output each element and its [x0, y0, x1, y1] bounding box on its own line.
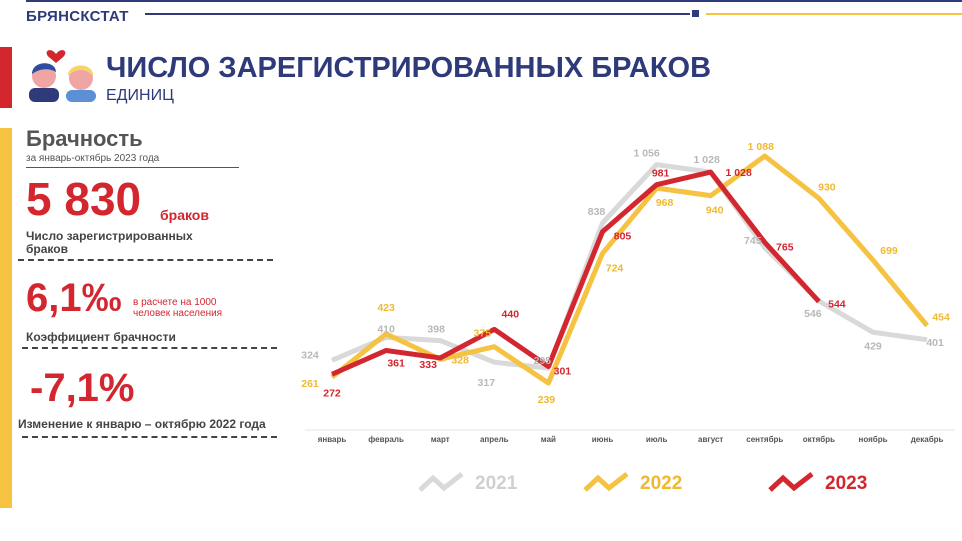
data-label-2023: 805: [614, 231, 632, 243]
data-label-2022: 930: [818, 181, 836, 193]
x-tick-label: август: [698, 435, 723, 444]
data-label-2022: 375: [474, 328, 492, 340]
data-label-2021: 410: [377, 323, 395, 335]
divider: [22, 436, 277, 438]
legend-label-2022: 2022: [640, 473, 682, 494]
x-tick-label: февраль: [368, 435, 404, 444]
change-label: Изменение к январю – октябрю 2022 года: [18, 417, 266, 431]
data-label-2021: 546: [804, 308, 822, 320]
rate-note: в расчете на 1000 человек населения: [133, 297, 222, 319]
x-tick-label: сентябрь: [746, 435, 783, 444]
x-tick-label: март: [431, 435, 450, 444]
data-label-2021: 1 056: [633, 148, 659, 160]
series-line-2023: [330, 169, 821, 377]
brand-rule-accent: [706, 13, 962, 15]
accent-bar-red: [0, 47, 12, 108]
x-tick-label: ноябрь: [858, 435, 887, 444]
x-tick-label: январь: [318, 435, 347, 444]
data-label-2023: 440: [502, 308, 520, 320]
data-label-2023: 272: [323, 387, 341, 399]
page-title: ЧИСЛО ЗАРЕГИСТРИРОВАННЫХ БРАКОВ: [106, 52, 712, 84]
change-value: -7,1%: [30, 366, 135, 410]
rate-note-1: в расчете на 1000: [133, 297, 217, 308]
data-label-2021: 295: [534, 355, 552, 367]
data-label-2022: 968: [656, 197, 674, 209]
x-tick-label: июнь: [592, 435, 614, 444]
data-label-2022: 1 088: [748, 141, 774, 153]
data-label-2021: 838: [588, 206, 606, 218]
period-label: за январь-октябрь 2023 года: [26, 153, 239, 168]
data-label-2022: 423: [377, 302, 395, 314]
x-tick-label: апрель: [480, 435, 509, 444]
total-label: Число зарегистрированных браков: [26, 229, 193, 256]
data-label-2021: 398: [427, 324, 445, 336]
data-label-2023: 301: [554, 366, 572, 378]
rate-note-2: человек населения: [133, 308, 223, 319]
data-label-2021: 429: [864, 340, 882, 352]
legend-line-icon: [768, 472, 814, 492]
brand-rule: [145, 13, 690, 15]
total-value: 5 830: [26, 173, 142, 225]
couple-heart-icon: [29, 50, 96, 102]
data-label-2021: 317: [478, 377, 496, 389]
rate-label: Коэффициент брачности: [26, 330, 176, 344]
data-label-2023: 1 028: [726, 167, 752, 179]
brand-name: БРЯНСКСТАТ: [26, 8, 129, 25]
top-rule: [26, 0, 962, 2]
total-unit: браков: [160, 207, 209, 223]
x-tick-label: октябрь: [803, 435, 835, 444]
data-label-2023: 333: [419, 359, 437, 371]
data-label-2023: 361: [387, 357, 405, 369]
x-tick-label: май: [541, 435, 556, 444]
data-label-2022: 454: [932, 312, 950, 324]
data-label-2022: 261: [301, 378, 319, 390]
data-label-2021: 745: [744, 235, 762, 247]
legend-line-icon: [418, 472, 464, 492]
x-tick-label: июль: [646, 435, 668, 444]
rate-value: 6,1‰: [26, 276, 122, 320]
data-label-2021: 401: [926, 337, 944, 349]
legend-label-2021: 2021: [475, 473, 518, 494]
legend-label-2023: 2023: [825, 473, 867, 494]
data-label-2022: 940: [706, 205, 724, 217]
data-label-2022: 724: [606, 262, 624, 274]
page-subtitle: ЕДИНИЦ: [106, 87, 174, 104]
data-label-2023: 544: [828, 299, 846, 311]
divider: [22, 347, 277, 349]
data-label-2023: 981: [652, 168, 670, 180]
data-label-2021: 324: [301, 349, 319, 361]
legend-line-icon: [583, 472, 629, 492]
data-label-2022: 328: [451, 354, 469, 366]
data-label-2023: 765: [776, 241, 794, 253]
x-tick-label: декабрь: [911, 435, 944, 444]
section-heading: Брачность: [26, 126, 143, 151]
data-label-2022: 239: [538, 394, 556, 406]
divider: [18, 259, 273, 261]
brand-square: [692, 10, 699, 17]
data-label-2021: 1 028: [694, 154, 720, 166]
accent-bar-yellow: [0, 128, 12, 508]
data-label-2022: 699: [880, 245, 898, 257]
series-line-2021: [331, 162, 928, 371]
